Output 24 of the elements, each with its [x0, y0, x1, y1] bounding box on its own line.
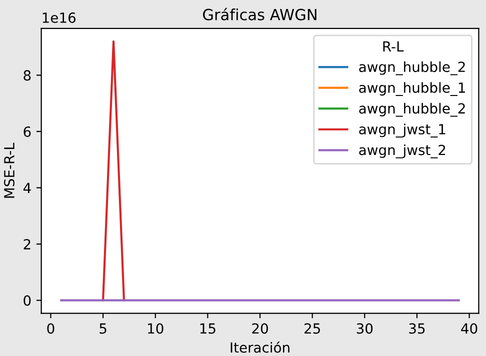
text: 1e16 — [42, 12, 76, 23]
legend-label: awgn_hubble_2 — [359, 102, 465, 117]
y-tick-label: 8 — [24, 70, 31, 81]
y-tick-label: 2 — [24, 239, 30, 250]
legend-title: R-L — [383, 41, 404, 52]
x-tick-label: 20 — [252, 323, 268, 334]
x-tick-label: 40 — [461, 323, 478, 334]
chart-title: Gráficas AWGN — [203, 8, 316, 20]
x-tick-label: 10 — [148, 323, 164, 334]
legend-label: awgn_hubble_1 — [359, 82, 465, 96]
x-tick-label: 5 — [100, 323, 106, 334]
x-tick-label: 15 — [200, 323, 216, 334]
y-tick-label: 6 — [24, 126, 31, 137]
legend-label: awgn_jwst_2 — [359, 144, 446, 158]
y-axis-title: MSE-R-L — [4, 142, 15, 198]
x-tick-label: 35 — [409, 323, 425, 334]
legend-label: awgn_hubble_2 — [359, 61, 465, 76]
y-tick-label: 4 — [23, 182, 31, 194]
x-tick-label: 0 — [47, 323, 54, 334]
legend-label: awgn_jwst_1 — [359, 124, 446, 138]
x-tick-label: 25 — [304, 323, 320, 334]
y-tick-label: 0 — [24, 295, 31, 306]
x-axis-title: Iteración — [230, 341, 290, 353]
x-tick-label: 30 — [356, 323, 373, 334]
